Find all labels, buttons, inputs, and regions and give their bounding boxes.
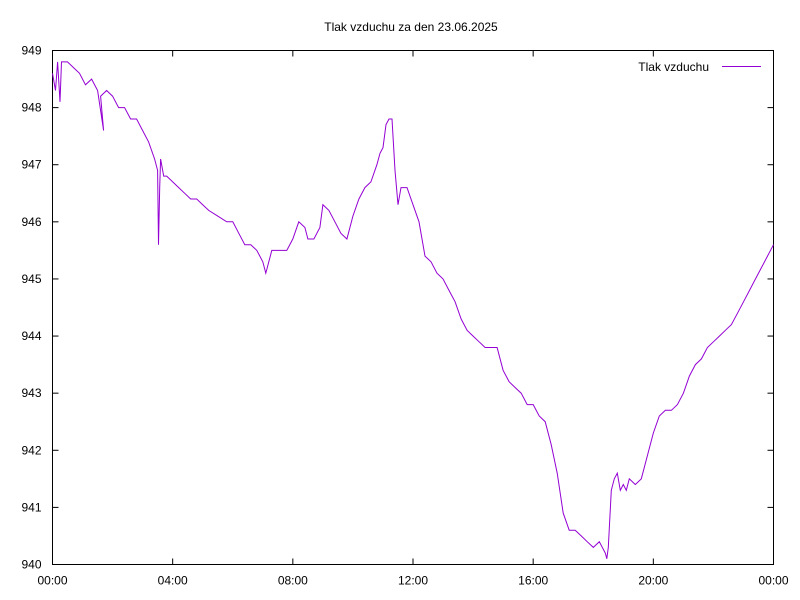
y-tick-label: 942 <box>21 443 41 457</box>
y-tick-label: 947 <box>21 158 41 172</box>
legend-label: Tlak vzduchu <box>638 60 709 74</box>
x-tick-label: 12:00 <box>398 574 428 588</box>
x-tick-label: 00:00 <box>37 574 67 588</box>
y-tick-label: 948 <box>21 101 41 115</box>
y-tick-label: 941 <box>21 500 41 514</box>
x-tick-label: 04:00 <box>158 574 188 588</box>
y-tick-label: 943 <box>21 386 41 400</box>
x-tick-label: 16:00 <box>518 574 548 588</box>
chart-title: Tlak vzduchu za den 23.06.2025 <box>324 20 498 34</box>
x-ticks: 00:00 04:00 08:00 12:00 16:00 20:00 00:00 <box>37 50 789 588</box>
y-ticks: 940 941 942 943 944 945 946 947 948 949 <box>21 44 774 572</box>
x-tick-label: 08:00 <box>278 574 308 588</box>
y-tick-label: 949 <box>21 44 41 58</box>
y-tick-label: 944 <box>21 329 41 343</box>
x-tick-label: 00:00 <box>758 574 788 588</box>
y-tick-label: 946 <box>21 215 41 229</box>
x-tick-label: 20:00 <box>638 574 668 588</box>
series-line <box>52 61 774 559</box>
legend: Tlak vzduchu <box>638 60 761 74</box>
plot-frame <box>52 50 774 565</box>
y-tick-label: 940 <box>21 558 41 572</box>
y-tick-label: 945 <box>21 272 41 286</box>
